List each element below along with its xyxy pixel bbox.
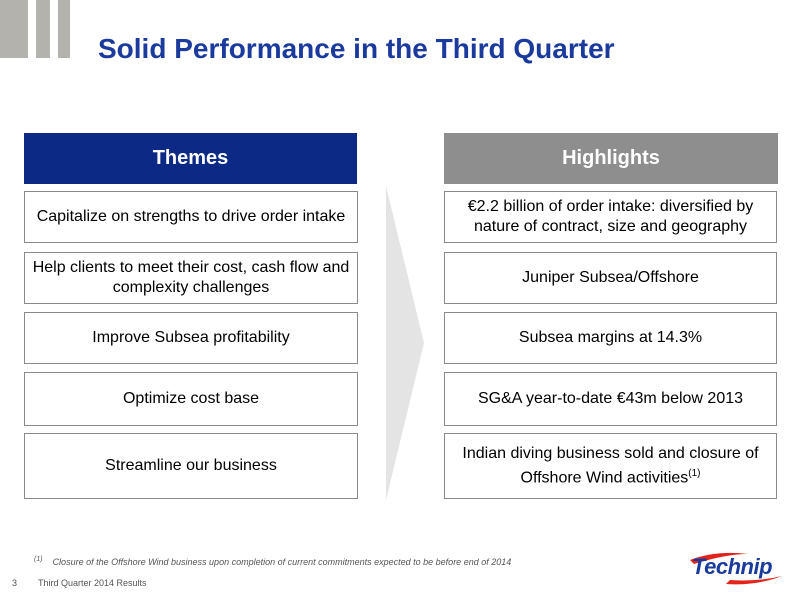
technip-logo: Technip [686,548,786,586]
decorative-bar-2 [36,0,50,58]
highlight-box: Indian diving business sold and closure … [444,433,777,499]
highlight-box: Juniper Subsea/Offshore [444,252,777,304]
highlight-box: Subsea margins at 14.3% [444,312,777,364]
slide-title: Solid Performance in the Third Quarter [98,33,615,64]
themes-header: Themes [24,133,357,184]
footnote: (1) Closure of the Offshore Wind business… [34,556,511,567]
footnote-marker: (1) [34,556,43,563]
theme-text: Help clients to meet their cost, cash fl… [32,259,350,296]
highlights-header: Highlights [444,133,778,184]
highlight-text: SG&A year-to-date €43m below 2013 [477,390,744,407]
highlight-text: Juniper Subsea/Offshore [522,269,699,286]
theme-box: Help clients to meet their cost, cash fl… [24,252,358,304]
theme-text: Improve Subsea profitability [92,329,290,346]
chevron-arrow-icon [386,186,424,500]
technip-swoosh-icon [690,552,782,585]
theme-text: Streamline our business [105,457,277,474]
theme-box: Improve Subsea profitability [24,312,358,364]
decorative-bar-1 [0,0,28,58]
theme-box: Optimize cost base [24,372,358,426]
highlight-box: SG&A year-to-date €43m below 2013 [444,372,777,426]
theme-text: Capitalize on strengths to drive order i… [36,208,346,225]
theme-text: Optimize cost base [122,390,260,407]
footer-text: Third Quarter 2014 Results [38,578,147,588]
highlight-text: Indian diving business sold and closure … [451,444,770,488]
theme-box: Streamline our business [24,433,358,499]
page-number: 3 [12,578,18,588]
footnote-text: Closure of the Offshore Wind business up… [52,557,512,567]
highlight-box: €2.2 billion of order intake: diversifie… [444,191,777,243]
highlight-text: Subsea margins at 14.3% [518,329,703,346]
theme-box: Capitalize on strengths to drive order i… [24,191,358,243]
highlight-text: €2.2 billion of order intake: diversifie… [467,198,754,235]
highlight-text-main: Indian diving business sold and closure … [462,444,759,487]
footnote-reference: (1) [688,467,701,479]
decorative-bar-3 [58,0,70,58]
logo-text: Technip [692,554,773,579]
